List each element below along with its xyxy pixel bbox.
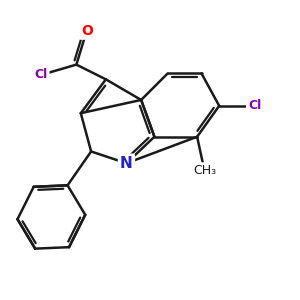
Text: Cl: Cl bbox=[34, 68, 48, 81]
Text: Cl: Cl bbox=[248, 99, 261, 112]
Text: N: N bbox=[120, 156, 133, 171]
Text: O: O bbox=[81, 24, 93, 38]
Text: CH₃: CH₃ bbox=[193, 164, 216, 177]
